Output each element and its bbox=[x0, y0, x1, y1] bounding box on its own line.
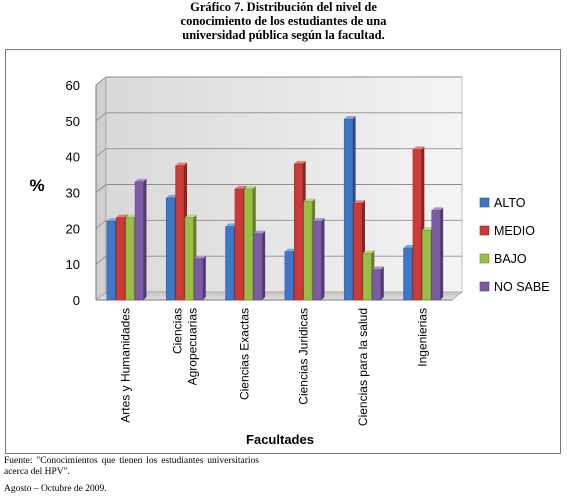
title-line-2: conocimiento de los estudiantes de una bbox=[180, 14, 387, 28]
legend-item: NO SABE bbox=[479, 280, 550, 294]
x-tick-label: Artes y Humanidades bbox=[119, 308, 133, 423]
legend-swatch bbox=[479, 281, 490, 292]
legend-swatch bbox=[479, 253, 490, 264]
source-note: Fuente: "Conocimientos que tienen los es… bbox=[4, 456, 259, 477]
title-line-1: Gráfico 7. Distribución del nivel de bbox=[190, 0, 377, 14]
legend-swatch bbox=[479, 197, 490, 208]
gridline-side bbox=[95, 148, 107, 158]
date-note: Agosto – Octubre de 2009. bbox=[4, 484, 107, 494]
gridline-side bbox=[95, 184, 107, 193]
x-tick-label: Ciencias bbox=[171, 308, 185, 354]
gridline-side bbox=[95, 219, 107, 229]
legend-item: ALTO bbox=[479, 196, 526, 210]
y-tick-label: 60 bbox=[66, 78, 80, 93]
legend-label: MEDIO bbox=[494, 224, 535, 238]
bar bbox=[194, 255, 206, 301]
bar-chart: 0 10 20 30 40 50 60 Artes y Humanidades Ciencia… bbox=[29, 76, 550, 447]
gridline-side bbox=[95, 255, 107, 265]
legend-item: BAJO bbox=[479, 252, 527, 266]
x-tick-label: Ciencias Exactas bbox=[237, 308, 251, 400]
y-tick-label: 10 bbox=[66, 257, 80, 272]
x-axis-label: Facultades bbox=[246, 432, 314, 447]
legend-label: ALTO bbox=[494, 196, 526, 210]
y-tick-labels: 0 10 20 30 40 50 60 bbox=[66, 78, 80, 308]
title-line-3: universidad pública según la facultad. bbox=[182, 28, 385, 42]
gridlines bbox=[95, 76, 462, 301]
y-axis-label: % bbox=[29, 176, 44, 195]
legend-label: NO SABE bbox=[494, 280, 550, 294]
gridline-side bbox=[95, 76, 107, 86]
y-tick-label: 20 bbox=[66, 221, 80, 236]
legend-swatch bbox=[479, 225, 490, 236]
gridline-side bbox=[95, 112, 107, 122]
y-tick-label: 30 bbox=[66, 186, 80, 201]
bar bbox=[431, 207, 444, 301]
x-tick-labels: Artes y Humanidades Ciencias Agropecuarias… bbox=[119, 308, 430, 426]
figure-title: Gráfico 7. Distribución del nivel de con… bbox=[0, 0, 567, 42]
y-tick-label: 40 bbox=[66, 150, 80, 165]
bar bbox=[372, 266, 384, 301]
bar bbox=[312, 218, 325, 301]
y-tick-label: 50 bbox=[66, 114, 80, 129]
legend: ALTO MEDIO BAJO NO SABE bbox=[479, 196, 550, 294]
legend-item: MEDIO bbox=[479, 224, 535, 238]
bars bbox=[106, 116, 444, 301]
x-tick-label: Ciencias Juridicas bbox=[297, 308, 311, 405]
legend-label: BAJO bbox=[494, 252, 527, 266]
bar bbox=[134, 178, 147, 301]
y-tick-label: 0 bbox=[73, 293, 80, 308]
x-tick-label: Ingenierias bbox=[415, 308, 429, 367]
chart-frame: 0 10 20 30 40 50 60 Artes y Humanidades Ciencia… bbox=[5, 49, 561, 454]
x-tick-label: Ciencias para la salud bbox=[356, 308, 370, 426]
x-tick-label: Agropecuarias bbox=[186, 308, 200, 385]
bar bbox=[253, 230, 266, 301]
